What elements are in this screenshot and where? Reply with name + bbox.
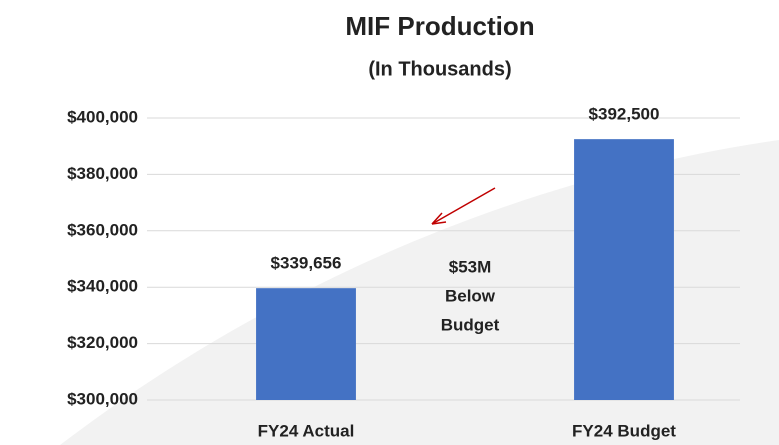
x-tick-label: FY24 Actual [258, 421, 355, 440]
chart-subtitle: (In Thousands) [368, 58, 511, 80]
chart-title: MIF Production [345, 11, 534, 41]
bar [256, 288, 356, 400]
y-tick-label: $340,000 [67, 277, 138, 296]
y-tick-label: $300,000 [67, 389, 138, 408]
x-tick-label: FY24 Budget [572, 421, 676, 440]
value-label: $392,500 [589, 105, 660, 124]
y-tick-label: $320,000 [67, 333, 138, 352]
annotation-arrowhead [431, 212, 447, 225]
annotation: Below [445, 286, 496, 305]
value-label: $339,656 [271, 254, 342, 273]
annotation: Budget [441, 315, 500, 334]
y-tick-label: $360,000 [67, 220, 138, 239]
annotation-arrow [431, 187, 496, 225]
y-tick-label: $400,000 [67, 107, 138, 126]
y-tick-label: $380,000 [67, 164, 138, 183]
annotation: $53M [449, 257, 492, 276]
bar [574, 139, 674, 400]
